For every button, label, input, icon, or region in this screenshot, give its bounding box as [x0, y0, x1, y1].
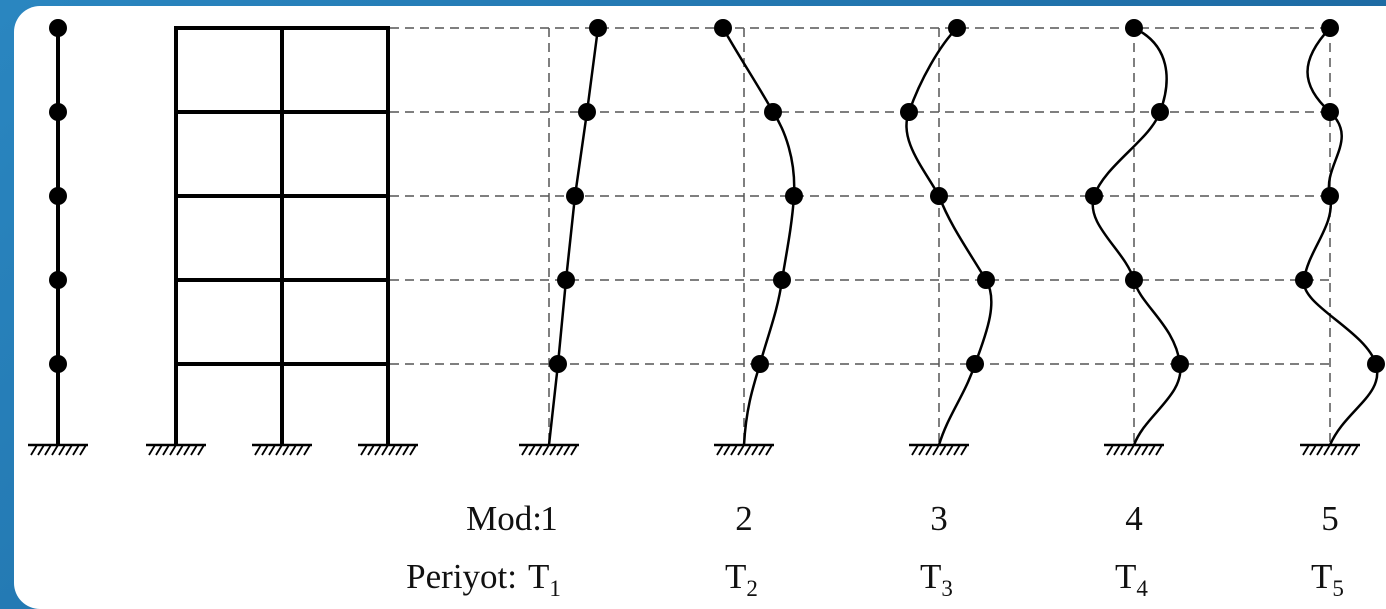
mode-number-4: 4: [1125, 499, 1143, 538]
period-2: T2: [725, 557, 758, 601]
mass-node: [49, 19, 67, 37]
mass-node: [49, 271, 67, 289]
mass-node: [49, 103, 67, 121]
period-row-label: Periyot:: [406, 557, 517, 596]
mass-node: [49, 187, 67, 205]
frame-model: [174, 26, 390, 445]
mode-number-2: 2: [735, 499, 753, 538]
mass-node: [49, 355, 67, 373]
mode-shape-3: [900, 19, 995, 457]
mode-number-5: 5: [1321, 499, 1339, 538]
floor-level-guides: [390, 27, 1330, 365]
mode-shape-1: [517, 19, 607, 457]
mode-row-label: Mod:: [466, 499, 542, 538]
period-3: T3: [920, 557, 953, 601]
mode-number-1: 1: [540, 499, 558, 538]
period-1: T1: [528, 557, 561, 601]
mode-shape-5: [1295, 19, 1385, 457]
mode-shape-2: [712, 19, 803, 457]
stick-model: [26, 19, 90, 457]
mode-reference-axes: [548, 28, 1331, 445]
mode-number-3: 3: [930, 499, 948, 538]
mode-shape-4: [1085, 19, 1189, 457]
period-4: T4: [1115, 557, 1148, 601]
period-5: T5: [1311, 557, 1344, 601]
